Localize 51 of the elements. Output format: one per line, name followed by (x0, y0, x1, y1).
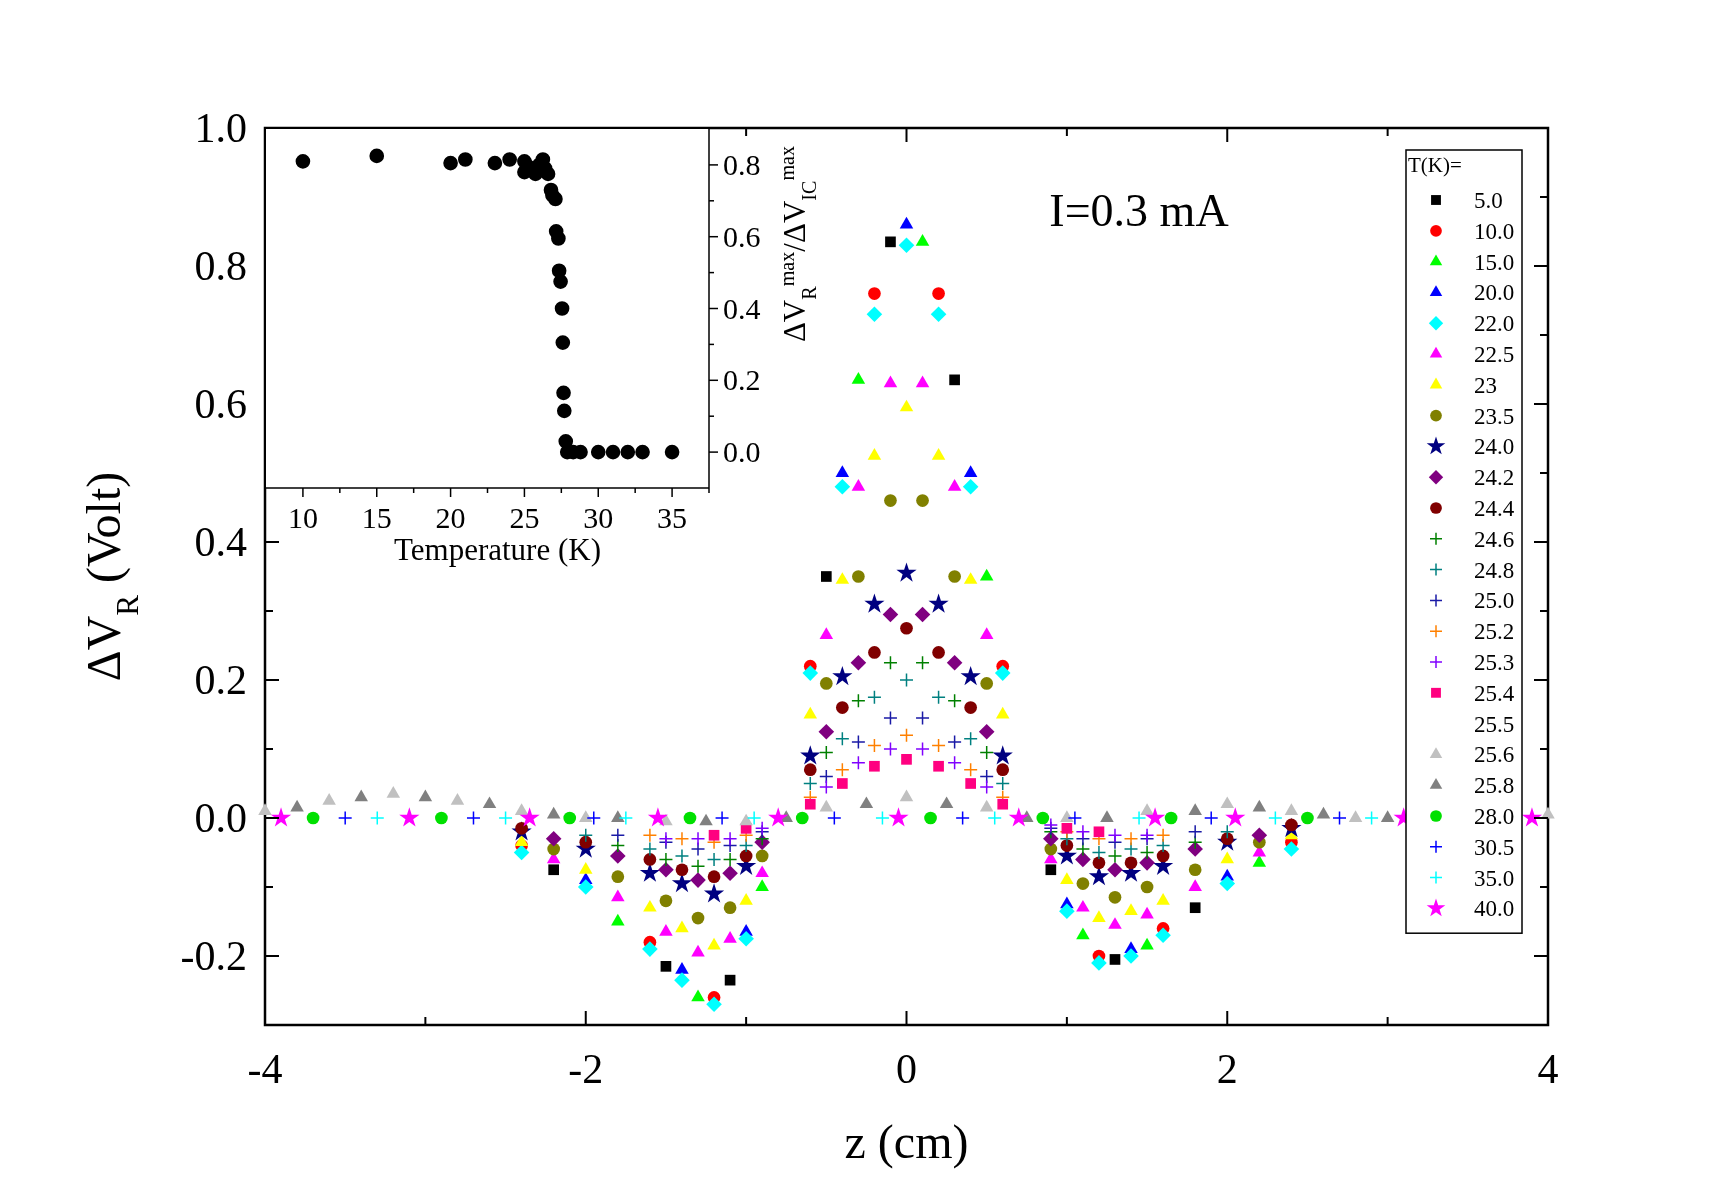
x-tick-label: 2 (1216, 1046, 1238, 1092)
annotation: I=0.3 mA (1049, 185, 1229, 236)
x-axis-title: Temperature (K) (394, 532, 601, 567)
x-axis-title: z (cm) (844, 1115, 969, 1169)
legend-label: 25.6 (1474, 742, 1515, 768)
y-tick-label: 0.8 (194, 243, 247, 289)
x-tick-label: 25 (509, 501, 540, 534)
y-tick-label: 0.6 (194, 381, 247, 427)
legend-label: 23.5 (1474, 403, 1515, 429)
legend-label: 15.0 (1474, 249, 1515, 275)
x-tick-label: 20 (435, 501, 466, 534)
y2-tick-label: 0.6 (723, 219, 761, 253)
y-tick-label: 0.4 (194, 519, 247, 565)
y-tick-label: 0.2 (194, 657, 247, 703)
legend-label: 24.2 (1474, 465, 1515, 491)
legend-label: 25.0 (1474, 588, 1515, 614)
legend-label: 10.0 (1474, 218, 1515, 244)
x-tick-label: 4 (1537, 1046, 1559, 1092)
legend-label: 24.0 (1474, 434, 1515, 460)
x-tick-label: 30 (583, 501, 614, 534)
legend-label: 28.0 (1474, 804, 1515, 829)
legend-title: T(K)= (1408, 153, 1462, 177)
x-tick-label: 15 (361, 501, 392, 534)
legend-label: 25.3 (1474, 650, 1515, 675)
legend-label: 23 (1474, 372, 1497, 398)
legend-label: 22.5 (1474, 342, 1515, 367)
legend-label: 20.0 (1474, 280, 1515, 306)
legend-label: 5.0 (1474, 188, 1503, 213)
y2-tick-label: 0.8 (723, 147, 761, 181)
x-tick-label: -4 (247, 1046, 283, 1092)
x-tick-label: 35 (657, 501, 688, 534)
legend-label: 24.8 (1474, 557, 1515, 583)
x-tick-label: 0 (896, 1046, 917, 1092)
y2-tick-label: 0.4 (723, 291, 761, 325)
y-tick-label: 0.0 (194, 795, 247, 841)
y-tick-label: -0.2 (180, 933, 247, 979)
text: 25.5 (1474, 711, 1515, 737)
legend-label: 22.0 (1474, 311, 1515, 337)
y-tick-label: 1.0 (194, 105, 247, 151)
x-tick-label: 10 (287, 501, 318, 534)
y2-tick-label: 0.2 (723, 363, 761, 397)
x-tick-label: -2 (568, 1046, 604, 1092)
legend-label: 35.0 (1474, 865, 1515, 891)
legend-label: 25.4 (1474, 680, 1515, 706)
y2-tick-label: 0.0 (723, 435, 761, 469)
legend-label: 40.0 (1474, 896, 1515, 922)
legend-label: 30.5 (1474, 834, 1515, 860)
legend-label: 25.2 (1474, 619, 1515, 645)
legend-label: 25.8 (1474, 773, 1515, 799)
legend-label: 24.6 (1474, 526, 1515, 552)
legend-label: 24.4 (1474, 496, 1515, 521)
